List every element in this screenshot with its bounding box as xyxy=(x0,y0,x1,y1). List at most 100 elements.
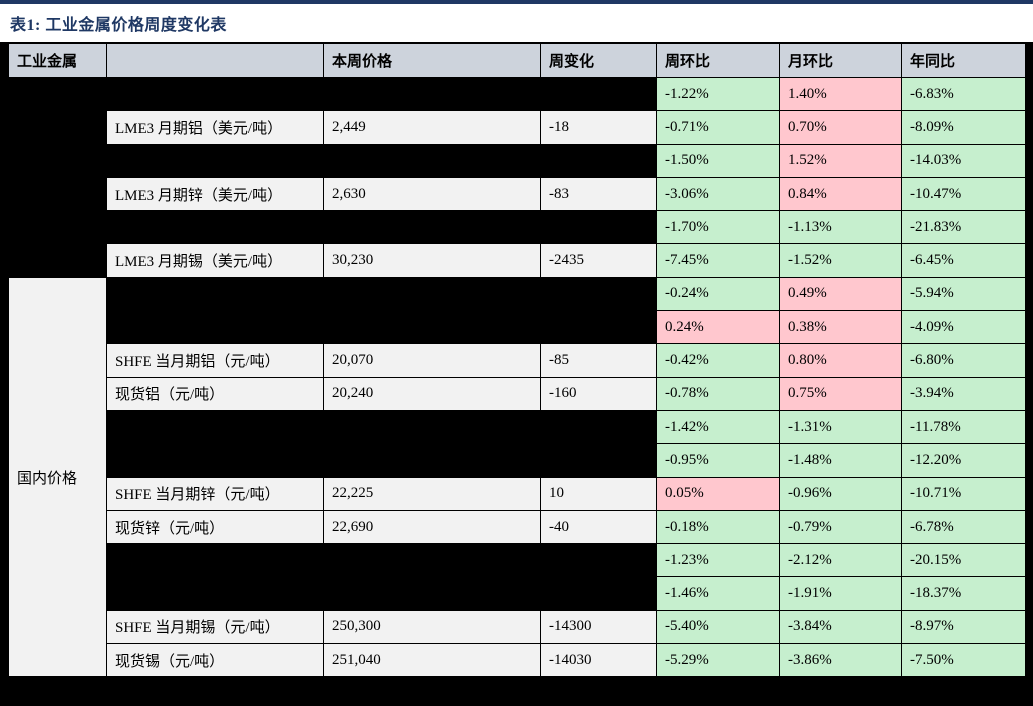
redacted-cell xyxy=(540,443,657,478)
wow-cell: -0.18% xyxy=(656,509,780,545)
redacted-cell xyxy=(106,543,324,578)
redacted-cell xyxy=(323,210,541,245)
wow-cell: -3.06% xyxy=(656,176,780,212)
mom-cell: -1.91% xyxy=(779,576,902,611)
wow-cell: -0.95% xyxy=(656,443,780,478)
redacted-cell xyxy=(540,310,657,345)
redacted-cell xyxy=(106,409,324,445)
yoy-cell: -11.78% xyxy=(901,409,1026,445)
mom-cell: 0.84% xyxy=(779,176,902,212)
item-name-cell: 现货铝（元/吨） xyxy=(106,376,324,411)
mom-cell: -0.79% xyxy=(779,509,902,545)
redacted-cell xyxy=(323,443,541,478)
table-row: 现货锡（元/吨） 251,040 -14030 -5.29% -3.86% -7.50% xyxy=(9,643,1026,678)
week-change-cell: -14300 xyxy=(540,609,657,645)
redacted-cell xyxy=(106,310,324,345)
table-row: 0.24% 0.38% -4.09% xyxy=(9,310,1026,345)
redacted-cell xyxy=(540,143,657,178)
week-change-cell: -40 xyxy=(540,509,657,545)
redacted-cell xyxy=(323,143,541,178)
wow-cell: -0.71% xyxy=(656,110,780,145)
redacted-background: 工业金属 本周价格 周变化 周环比 月环比 年同比 -1.22% 1.40% -6.… xyxy=(0,42,1033,706)
week-price-cell: 20,070 xyxy=(323,343,541,378)
redacted-cell xyxy=(540,276,657,312)
week-price-cell: 30,230 xyxy=(323,243,541,278)
mom-cell: -3.86% xyxy=(779,643,902,678)
item-name-cell: 现货锡（元/吨） xyxy=(106,643,324,678)
week-price-cell: 22,690 xyxy=(323,509,541,545)
mom-cell: -0.96% xyxy=(779,476,902,511)
wow-cell: -1.46% xyxy=(656,576,780,611)
mom-cell: -1.31% xyxy=(779,409,902,445)
table-title: 表1: 工业金属价格周度变化表 xyxy=(10,17,227,34)
group-cell-domestic: 国内价格 xyxy=(8,276,107,678)
yoy-cell: -12.20% xyxy=(901,443,1026,478)
yoy-cell: -14.03% xyxy=(901,143,1026,178)
wow-cell: -0.78% xyxy=(656,376,780,411)
week-price-cell: 2,630 xyxy=(323,176,541,212)
table-title-row: 表1: 工业金属价格周度变化表 xyxy=(0,4,1033,42)
yoy-cell: -10.71% xyxy=(901,476,1026,511)
wow-cell: -1.23% xyxy=(656,543,780,578)
table-row: -1.70% -1.13% -21.83% xyxy=(9,210,1026,245)
wow-cell: -7.45% xyxy=(656,243,780,278)
header-cell-metal: 工业金属 xyxy=(8,42,107,78)
week-price-cell: 2,449 xyxy=(323,110,541,145)
item-name-cell: SHFE 当月期铝（元/吨） xyxy=(106,343,324,378)
week-change-cell: 10 xyxy=(540,476,657,511)
redacted-cell xyxy=(540,576,657,611)
yoy-cell: -4.09% xyxy=(901,310,1026,345)
table-row: -1.22% 1.40% -6.83% xyxy=(8,76,1026,278)
mom-cell: 0.80% xyxy=(779,343,902,378)
wow-cell: -0.24% xyxy=(656,276,780,312)
wow-cell: -1.22% xyxy=(656,76,780,112)
redacted-cell xyxy=(323,409,541,445)
week-price-cell: 20,240 xyxy=(323,376,541,411)
wow-cell: -1.42% xyxy=(656,409,780,445)
redacted-cell xyxy=(106,576,324,611)
table-row: -1.50% 1.52% -14.03% xyxy=(9,143,1026,178)
mom-cell: 0.49% xyxy=(779,276,902,312)
week-price-cell: 251,040 xyxy=(323,643,541,678)
table-row: -0.95% -1.48% -12.20% xyxy=(9,443,1026,478)
header-cell-name xyxy=(106,42,324,78)
week-change-cell: -160 xyxy=(540,376,657,411)
wow-cell: 0.24% xyxy=(656,310,780,345)
mom-cell: 0.70% xyxy=(779,110,902,145)
wow-cell: -1.50% xyxy=(656,143,780,178)
table-row: -1.42% -1.31% -11.78% xyxy=(9,409,1026,445)
week-price-cell: 250,300 xyxy=(323,609,541,645)
week-change-cell: -18 xyxy=(540,110,657,145)
yoy-cell: -6.45% xyxy=(901,243,1026,278)
week-change-cell: -14030 xyxy=(540,643,657,678)
header-row: 工业金属 本周价格 周变化 周环比 月环比 年同比 xyxy=(8,42,1026,78)
table-row: SHFE 当月期锡（元/吨） 250,300 -14300 -5.40% -3.84% -… xyxy=(9,609,1026,645)
mom-cell: -3.84% xyxy=(779,609,902,645)
mom-cell: -1.52% xyxy=(779,243,902,278)
redacted-cell xyxy=(106,76,324,112)
redacted-cell xyxy=(323,310,541,345)
mom-cell: -1.13% xyxy=(779,210,902,245)
table-row: -1.46% -1.91% -18.37% xyxy=(9,576,1026,611)
yoy-cell: -6.83% xyxy=(901,76,1026,112)
header-cell-wow: 周环比 xyxy=(656,42,780,78)
table-row: LME3 月期铝（美元/吨） 2,449 -18 -0.71% 0.70% -8.09% xyxy=(9,110,1026,145)
week-change-cell: -2435 xyxy=(540,243,657,278)
redacted-cell xyxy=(540,76,657,112)
table-row: LME3 月期锌（美元/吨） 2,630 -83 -3.06% 0.84% -10.47% xyxy=(9,176,1026,212)
redacted-cell xyxy=(540,409,657,445)
mom-cell: 0.38% xyxy=(779,310,902,345)
table-row: SHFE 当月期锌（元/吨） 22,225 10 0.05% -0.96% -10.71% xyxy=(9,476,1026,511)
item-name-cell: LME3 月期铝（美元/吨） xyxy=(106,110,324,145)
header-cell-yoy: 年同比 xyxy=(901,42,1026,78)
top-divider-rule xyxy=(0,0,1033,4)
week-change-cell: -83 xyxy=(540,176,657,212)
wow-cell: -0.42% xyxy=(656,343,780,378)
redacted-cell xyxy=(106,276,324,312)
item-name-cell: LME3 月期锡（美元/吨） xyxy=(106,243,324,278)
wow-cell: 0.05% xyxy=(656,476,780,511)
header-cell-week-change: 周变化 xyxy=(540,42,657,78)
table-row: 现货锌（元/吨） 22,690 -40 -0.18% -0.79% -6.78% xyxy=(9,509,1026,545)
mom-cell: 1.40% xyxy=(779,76,902,112)
